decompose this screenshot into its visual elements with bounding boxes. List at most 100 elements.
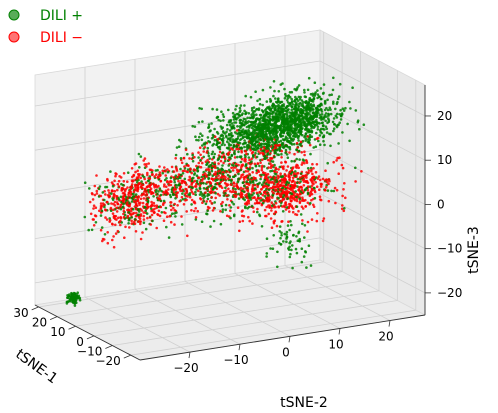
point-dili-negative	[227, 187, 230, 191]
point-dili-negative	[194, 207, 197, 210]
point-dili-negative	[234, 166, 237, 169]
point-dili-negative	[300, 188, 304, 192]
point-dili-positive	[328, 106, 332, 109]
point-dili-positive	[227, 164, 230, 167]
point-dili-negative	[130, 222, 134, 225]
point-dili-positive	[245, 125, 249, 129]
point-dili-positive	[148, 175, 152, 178]
point-dili-positive	[244, 118, 247, 121]
point-dili-positive	[303, 124, 306, 127]
point-dili-positive	[128, 217, 131, 220]
point-dili-positive	[329, 144, 332, 148]
point-dili-negative	[109, 206, 113, 210]
point-dili-negative	[260, 187, 263, 191]
point-dili-positive	[243, 109, 246, 113]
point-dili-positive	[264, 157, 267, 160]
point-dili-positive	[137, 152, 141, 156]
point-dili-positive	[70, 291, 73, 295]
point-dili-positive	[253, 110, 257, 113]
point-dili-positive	[268, 115, 271, 118]
point-dili-positive	[242, 181, 245, 184]
point-dili-negative	[175, 194, 178, 197]
point-dili-positive	[271, 160, 275, 163]
z-tick-label: 10	[437, 153, 452, 167]
point-dili-negative	[188, 157, 191, 160]
point-dili-negative	[202, 150, 205, 153]
point-dili-positive	[306, 88, 310, 92]
point-dili-positive	[74, 301, 77, 304]
point-dili-negative	[158, 165, 161, 168]
point-dili-positive	[267, 183, 270, 187]
back-pane	[34, 29, 321, 306]
point-dili-positive	[309, 152, 312, 156]
point-dili-positive	[285, 153, 289, 156]
point-dili-negative	[113, 189, 117, 193]
point-dili-negative	[165, 215, 169, 218]
point-dili-positive	[254, 179, 258, 182]
y-tick-label: −10	[223, 353, 248, 367]
point-dili-negative	[280, 181, 284, 185]
point-dili-positive	[132, 195, 136, 198]
point-dili-positive	[279, 139, 283, 143]
point-dili-negative	[304, 198, 307, 202]
point-dili-negative	[120, 186, 124, 190]
point-dili-negative	[146, 173, 149, 177]
point-dili-positive	[224, 192, 227, 195]
point-dili-positive	[266, 194, 270, 197]
point-dili-negative	[129, 193, 133, 196]
point-dili-negative	[321, 219, 325, 223]
point-dili-negative	[95, 192, 99, 195]
point-dili-positive	[223, 132, 227, 135]
point-dili-positive	[228, 175, 231, 179]
point-dili-positive	[282, 240, 285, 243]
point-dili-positive	[295, 195, 298, 199]
point-dili-positive	[300, 118, 304, 121]
point-dili-positive	[267, 121, 271, 124]
point-dili-positive	[336, 97, 340, 101]
point-dili-negative	[139, 213, 143, 216]
point-dili-positive	[290, 108, 294, 112]
point-dili-positive	[316, 125, 320, 128]
point-dili-positive	[197, 156, 200, 159]
point-dili-negative	[255, 199, 259, 203]
point-dili-negative	[108, 219, 112, 222]
point-dili-positive	[316, 109, 319, 113]
point-dili-positive	[334, 107, 337, 111]
point-dili-negative	[139, 222, 142, 226]
point-dili-positive	[226, 128, 229, 131]
point-dili-negative	[149, 183, 153, 186]
point-dili-negative	[324, 186, 328, 189]
point-dili-negative	[127, 204, 131, 207]
point-dili-negative	[288, 197, 292, 200]
point-dili-negative	[195, 164, 198, 168]
point-dili-positive	[309, 201, 312, 205]
point-dili-positive	[263, 125, 267, 128]
point-dili-negative	[283, 205, 287, 209]
point-dili-negative	[294, 213, 297, 216]
point-dili-negative	[214, 196, 217, 200]
point-dili-positive	[292, 233, 295, 237]
point-dili-positive	[237, 197, 241, 200]
point-dili-negative	[344, 196, 347, 200]
point-dili-positive	[297, 149, 301, 153]
y-tick-label: 0	[282, 345, 290, 359]
point-dili-positive	[243, 121, 247, 124]
point-dili-negative	[282, 167, 285, 171]
point-dili-negative	[166, 180, 169, 183]
legend: DILI + DILI −	[8, 8, 83, 46]
point-dili-negative	[194, 185, 198, 188]
point-dili-positive	[308, 104, 312, 107]
point-dili-negative	[194, 216, 198, 219]
point-dili-negative	[144, 181, 148, 184]
point-dili-positive	[250, 106, 254, 110]
point-dili-positive	[321, 127, 325, 131]
point-dili-negative	[117, 216, 120, 220]
point-dili-positive	[70, 297, 73, 301]
point-dili-positive	[308, 133, 312, 137]
point-dili-positive	[249, 95, 253, 99]
point-dili-positive	[265, 139, 269, 143]
point-dili-positive	[111, 184, 115, 188]
point-dili-positive	[351, 86, 354, 89]
point-dili-negative	[158, 174, 162, 178]
point-dili-negative	[266, 178, 269, 181]
